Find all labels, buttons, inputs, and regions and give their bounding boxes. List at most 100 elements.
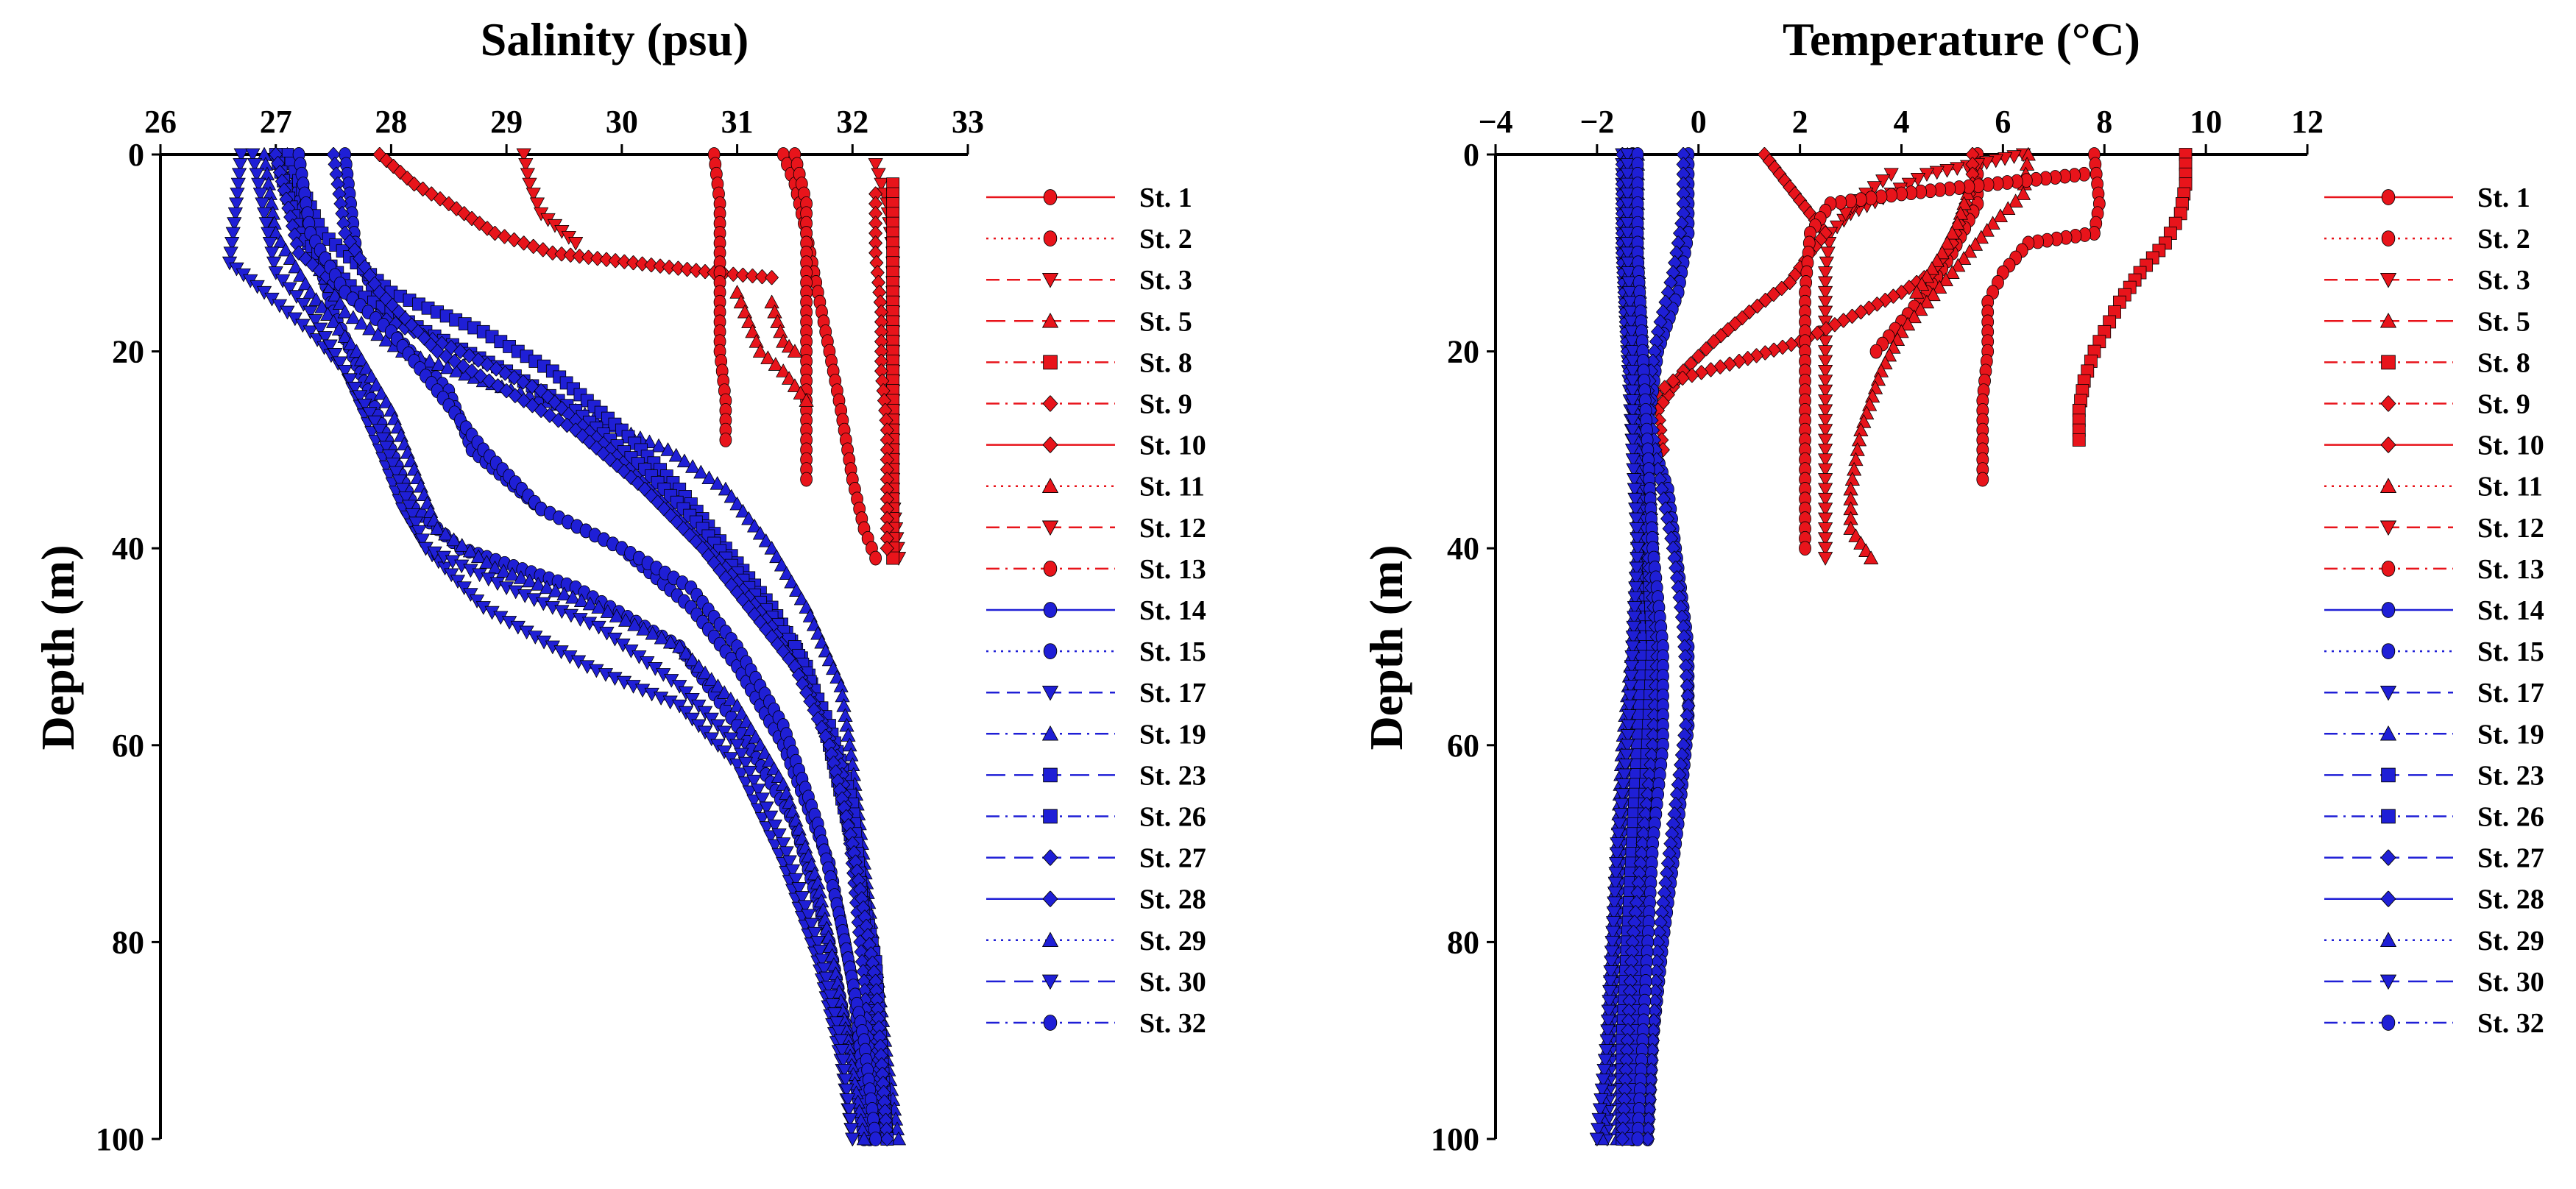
temperature-legend-label: St. 5 bbox=[2477, 306, 2530, 337]
salinity-legend-marker bbox=[1043, 1015, 1058, 1031]
temperature-legend-label: St. 30 bbox=[2477, 967, 2544, 998]
temperature-legend-marker bbox=[2380, 436, 2396, 453]
temperature-data-point bbox=[1799, 541, 1811, 556]
temperature-x-tick-label: −2 bbox=[1579, 104, 1614, 140]
salinity-y-tick-label: 20 bbox=[112, 334, 144, 370]
salinity-legend-label: St. 30 bbox=[1139, 967, 1206, 998]
temperature-legend-label: St. 29 bbox=[2477, 926, 2544, 956]
salinity-data-point bbox=[719, 433, 732, 447]
salinity-legend-label: St. 27 bbox=[1139, 843, 1206, 874]
salinity-legend-label: St. 12 bbox=[1139, 513, 1206, 544]
salinity-legend-label: St. 11 bbox=[1139, 472, 1205, 503]
temperature-y-tick-label: 60 bbox=[1447, 728, 1479, 764]
temperature-legend: St. 1 St. 2 St. 3 St. 5 St. 8 St. 9 St. 10 St. … bbox=[2324, 182, 2544, 1039]
temperature-y-ticks: 0 20 40 60 80 100 bbox=[1431, 137, 1496, 1157]
salinity-x-tick-label: 32 bbox=[836, 104, 868, 140]
salinity-legend-marker bbox=[1042, 395, 1058, 412]
temperature-legend-marker bbox=[2381, 767, 2396, 783]
temperature-legend-label: St. 32 bbox=[2477, 1008, 2544, 1039]
temperature-plot-area bbox=[1589, 147, 2193, 1146]
temperature-y-tick-label: 20 bbox=[1447, 334, 1479, 370]
salinity-data-point bbox=[729, 285, 745, 299]
salinity-legend-marker bbox=[1042, 931, 1058, 948]
temperature-legend-label: St. 9 bbox=[2477, 389, 2530, 420]
temperature-legend-label: St. 3 bbox=[2477, 265, 2530, 296]
salinity-x-tick-label: 27 bbox=[260, 104, 292, 140]
temperature-legend-label: St. 23 bbox=[2477, 760, 2544, 791]
salinity-plot-area bbox=[222, 147, 906, 1146]
salinity-legend-label: St. 13 bbox=[1139, 554, 1206, 585]
temperature-x-tick-label: 8 bbox=[2096, 104, 2112, 140]
salinity-legend-label: St. 8 bbox=[1139, 347, 1192, 378]
temperature-y-tick-label: 0 bbox=[1463, 137, 1479, 173]
temperature-data-point bbox=[1976, 472, 1989, 487]
salinity-y-ticks: 0 20 40 60 80 100 bbox=[96, 137, 160, 1157]
salinity-legend-label: St. 3 bbox=[1139, 265, 1192, 296]
temperature-y-tick-label: 80 bbox=[1447, 924, 1479, 960]
salinity-y-axis-label: Depth (m) bbox=[32, 544, 84, 750]
temperature-legend-label: St. 15 bbox=[2477, 636, 2544, 667]
salinity-y-tick-label: 60 bbox=[112, 728, 144, 764]
temperature-legend-label: St. 1 bbox=[2477, 182, 2530, 213]
salinity-legend: St. 1 St. 2 St. 3 St. 5 St. 8 St. 9 St. 10 St. … bbox=[986, 182, 1206, 1039]
salinity-legend-marker bbox=[1042, 436, 1058, 453]
salinity-x-tick-label: 26 bbox=[144, 104, 177, 140]
temperature-legend-marker bbox=[2381, 809, 2396, 824]
salinity-legend-marker bbox=[1042, 478, 1058, 493]
temperature-x-tick-label: 10 bbox=[2190, 104, 2222, 140]
salinity-legend-label: St. 5 bbox=[1139, 306, 1192, 337]
salinity-x-ticks: 26 27 28 29 30 31 32 33 bbox=[144, 104, 984, 155]
temperature-legend-label: St. 12 bbox=[2477, 513, 2544, 544]
temperature-legend-label: St. 26 bbox=[2477, 802, 2544, 833]
salinity-legend-marker bbox=[1043, 809, 1058, 824]
temperature-x-tick-label: 0 bbox=[1691, 104, 1707, 140]
salinity-legend-marker bbox=[1043, 355, 1058, 370]
salinity-panel: Salinity (psu) Depth (m) 26 27 28 29 30 31 32 3… bbox=[32, 13, 1206, 1157]
temperature-legend-label: St. 13 bbox=[2477, 554, 2544, 585]
temperature-legend-marker bbox=[2381, 561, 2396, 577]
salinity-y-tick-label: 40 bbox=[112, 530, 144, 567]
temperature-legend-marker bbox=[2380, 849, 2396, 866]
temperature-y-axis-label: Depth (m) bbox=[1360, 544, 1412, 750]
temperature-legend-label: St. 28 bbox=[2477, 884, 2544, 915]
salinity-legend-label: St. 17 bbox=[1139, 678, 1206, 709]
salinity-legend-marker bbox=[1043, 602, 1058, 618]
temperature-data-point bbox=[1631, 1132, 1644, 1146]
temperature-legend-marker bbox=[2381, 230, 2396, 246]
temperature-y-tick-label: 40 bbox=[1447, 530, 1479, 567]
salinity-y-tick-label: 100 bbox=[96, 1121, 144, 1157]
salinity-legend-label: St. 23 bbox=[1139, 760, 1206, 791]
salinity-legend-marker bbox=[1043, 230, 1058, 246]
salinity-data-point bbox=[800, 472, 813, 487]
salinity-x-tick-label: 33 bbox=[952, 104, 984, 140]
temperature-legend-label: St. 14 bbox=[2477, 595, 2544, 626]
temperature-y-tick-label: 100 bbox=[1431, 1121, 1479, 1157]
salinity-data-point bbox=[869, 1132, 882, 1146]
salinity-legend-label: St. 26 bbox=[1139, 802, 1206, 833]
salinity-x-tick-label: 30 bbox=[606, 104, 638, 140]
temperature-legend-label: St. 17 bbox=[2477, 678, 2544, 709]
salinity-legend-label: St. 1 bbox=[1139, 182, 1192, 213]
salinity-legend-marker bbox=[1043, 561, 1058, 577]
temperature-legend-marker bbox=[2381, 1015, 2396, 1031]
temperature-series-line bbox=[1824, 153, 2024, 558]
salinity-data-point bbox=[869, 550, 882, 566]
temperature-panel: Temperature (°C) Depth (m) −4 −2 0 2 4 6 8 10 12… bbox=[1360, 13, 2544, 1157]
temperature-data-point bbox=[1869, 344, 1883, 359]
salinity-y-tick-label: 0 bbox=[128, 137, 144, 173]
temperature-title: Temperature (°C) bbox=[1783, 13, 2140, 65]
temperature-legend-marker bbox=[2380, 931, 2396, 948]
salinity-data-point bbox=[765, 270, 779, 285]
salinity-legend-label: St. 28 bbox=[1139, 884, 1206, 915]
temperature-legend-marker bbox=[2380, 395, 2396, 412]
temperature-legend-marker bbox=[2381, 189, 2396, 205]
temperature-legend-label: St. 8 bbox=[2477, 347, 2530, 378]
temperature-legend-marker bbox=[2381, 602, 2396, 618]
salinity-legend-marker bbox=[1043, 767, 1058, 783]
salinity-legend-label: St. 2 bbox=[1139, 224, 1192, 255]
salinity-legend-marker bbox=[1042, 849, 1058, 866]
temperature-legend-label: St. 19 bbox=[2477, 719, 2544, 750]
temperature-x-tick-label: 4 bbox=[1894, 104, 1910, 140]
temperature-x-ticks: −4 −2 0 2 4 6 8 10 12 bbox=[1478, 104, 2324, 155]
